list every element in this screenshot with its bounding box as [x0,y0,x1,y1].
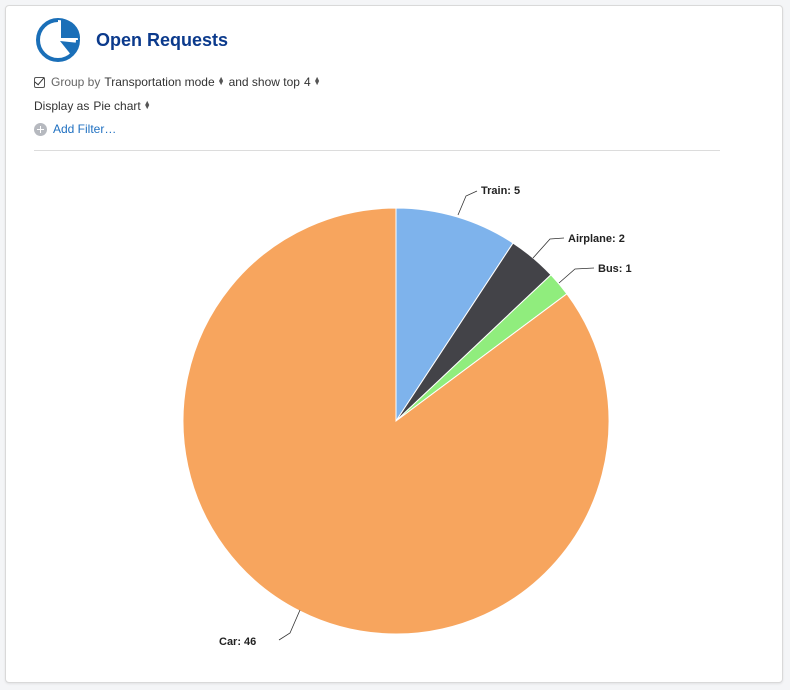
add-circle-icon[interactable] [34,122,47,136]
label-connector-train [457,190,478,216]
sort-arrows-icon: ▲ ▼ [217,76,225,87]
data-label-train: Train: 5 [481,185,520,197]
group-by-checkbox[interactable] [34,76,45,88]
label-connector-airplane [532,237,565,259]
gadget-header: Open Requests [34,16,228,64]
show-top-value: 4 [303,75,311,89]
group-by-row: Group by Transportation mode ▲ ▼ and show… [34,75,325,89]
label-connector-car [278,609,301,641]
pie-slice-train[interactable] [395,207,514,423]
group-by-label: Group by [51,75,101,89]
show-top-select[interactable]: 4 ▲ ▼ [304,75,321,89]
data-label-airplane: Airplane: 2 [568,233,625,245]
group-by-value: Transportation mode [104,75,215,89]
add-filter-row[interactable]: Add Filter… [34,122,116,136]
gadget-title: Open Requests [96,29,229,50]
pie-slice-car[interactable] [182,207,610,635]
sort-arrows-icon: ▲ ▼ [313,76,321,87]
label-connector-bus [558,267,595,284]
display-as-label: Display as [34,99,90,113]
divider [34,150,720,151]
pie-chart-icon [36,18,80,62]
display-as-row: Display as Pie chart ▲ ▼ [34,99,155,113]
data-label-car: Car: 46 [219,636,256,648]
show-top-label: and show top [228,75,300,89]
display-as-select[interactable]: Pie chart ▲ ▼ [93,99,150,113]
sort-arrows-icon: ▲ ▼ [143,100,151,111]
group-by-select[interactable]: Transportation mode ▲ ▼ [104,75,224,89]
display-as-value: Pie chart [93,99,141,113]
data-label-bus: Bus: 1 [598,263,632,275]
add-filter-link[interactable]: Add Filter… [53,122,117,136]
